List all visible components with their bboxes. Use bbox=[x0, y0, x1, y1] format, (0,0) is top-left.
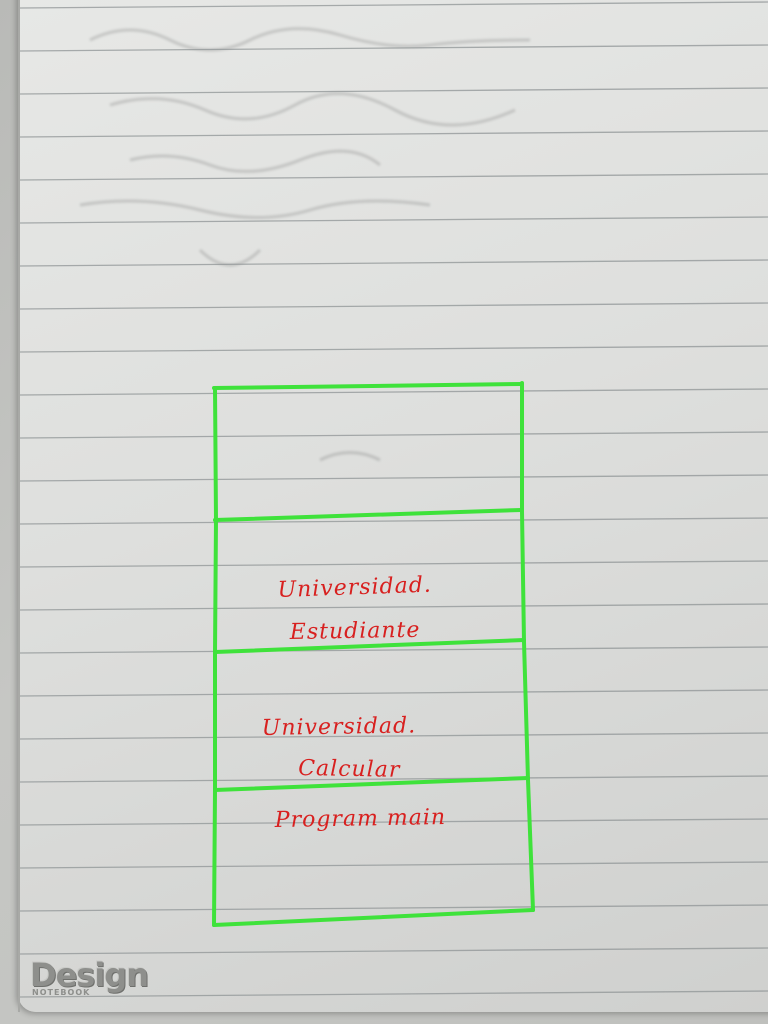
ruled-line bbox=[19, 990, 768, 998]
ruled-line bbox=[19, 302, 768, 310]
section-4-line-1: Program main bbox=[274, 805, 447, 833]
ruled-line bbox=[19, 517, 768, 525]
ruled-line bbox=[19, 947, 768, 955]
box-top-edge bbox=[212, 382, 524, 390]
section-2-line-1: Universidad. bbox=[277, 572, 433, 603]
ruled-line bbox=[19, 560, 768, 568]
ruled-line bbox=[19, 775, 768, 783]
ruled-line bbox=[19, 474, 768, 482]
box-outer-left bbox=[212, 386, 218, 927]
ruled-line bbox=[19, 388, 768, 396]
box-bottom-edge bbox=[212, 908, 535, 927]
ruled-line bbox=[19, 173, 768, 181]
ruled-line bbox=[19, 431, 768, 439]
section-3-line-1: Universidad. bbox=[261, 713, 417, 741]
box-divider-3 bbox=[213, 776, 530, 792]
ruled-line bbox=[19, 861, 768, 869]
notebook-page bbox=[18, 0, 768, 1012]
ruled-line bbox=[19, 904, 768, 912]
ruled-line bbox=[19, 1, 768, 9]
ruled-line bbox=[19, 689, 768, 697]
ruled-line bbox=[19, 44, 768, 52]
ruled-line bbox=[19, 732, 768, 740]
section-2-line-2: Estudiante bbox=[289, 617, 421, 645]
box-divider-2 bbox=[213, 638, 526, 654]
page-edge bbox=[18, 0, 20, 1012]
section-3-line-2: Calcular bbox=[297, 756, 401, 783]
box-divider-1 bbox=[213, 508, 523, 522]
design-notebook-logo: Design NOTEBOOK bbox=[30, 956, 174, 1000]
box-outer-right bbox=[520, 381, 535, 912]
ruled-line bbox=[19, 818, 768, 826]
ruled-line bbox=[19, 259, 768, 267]
ruled-line bbox=[19, 646, 768, 654]
ruled-line bbox=[19, 603, 768, 611]
ruled-line bbox=[19, 130, 768, 138]
logo-subtitle: NOTEBOOK bbox=[32, 988, 91, 997]
ruled-line bbox=[19, 345, 768, 353]
ruled-line bbox=[19, 87, 768, 95]
ruled-line bbox=[19, 216, 768, 224]
logo-wordmark: Design bbox=[30, 956, 149, 994]
